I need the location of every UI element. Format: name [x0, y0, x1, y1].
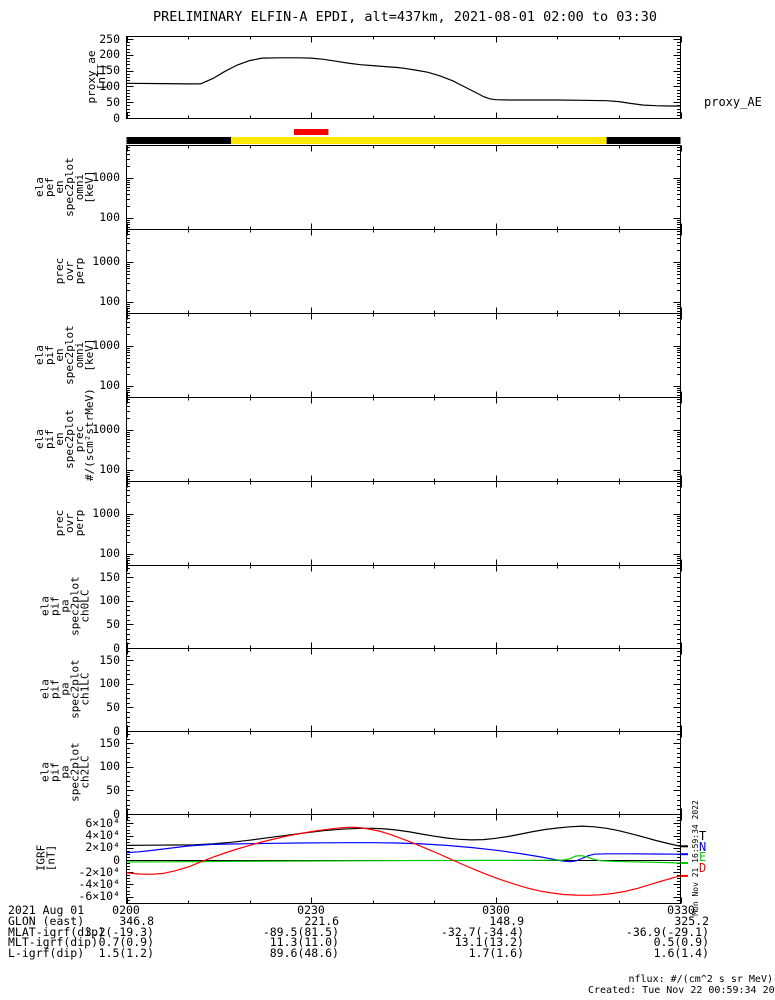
y-tick-label: 250	[99, 31, 120, 46]
mlat-value: -32.7(-34.4)	[440, 925, 524, 939]
glon-row: GLON (east) 346.8 221.6 148.9 325.2	[0, 914, 775, 928]
mlt-value: 0.7(0.9)	[98, 935, 154, 949]
igrf-component-legend: T N E D	[699, 829, 719, 875]
y-tick-label: 150	[99, 652, 120, 667]
y-tick-label: -6×10⁴	[78, 889, 120, 904]
legend-letter-E: E	[699, 850, 707, 864]
y-tick-label: 0	[113, 852, 120, 867]
y-tick-label: 150	[99, 569, 120, 584]
nflux-units-note: nflux: #/(cm^2 s sr MeV)	[628, 974, 774, 985]
y-tick-label: 100	[99, 462, 120, 477]
lshell-value: 1.5(1.2)	[98, 946, 154, 960]
y-tick-label: 100	[99, 378, 120, 393]
y-tick-label: 100	[99, 759, 120, 774]
mlt-value: 13.1(13.2)	[454, 935, 524, 949]
mlt-row: MLT-igrf(dip) 0.7(0.9) 11.3(11.0) 13.1(1…	[0, 935, 775, 949]
y-tick-label: 6×10⁴	[85, 815, 120, 830]
y-tick-label: 50	[106, 94, 120, 109]
y-tick-label: 1000	[92, 506, 120, 521]
time-axis-row: 2021 Aug 01 0200 0230 0300 0330	[0, 903, 775, 917]
legend-letter-D: D	[699, 860, 707, 875]
mlt-value: 0.5(0.9)	[653, 935, 709, 949]
y-tick-label: 0	[113, 640, 120, 655]
mlt-row-label: MLT-igrf(dip)	[8, 935, 99, 949]
y-tick-label: 150	[99, 63, 120, 78]
y-tick-label: 100	[99, 593, 120, 608]
lshell-row: L-igrf(dip) 1.5(1.2) 89.6(48.6) 1.7(1.6)…	[0, 946, 775, 960]
date-label: 2021 Aug 01	[8, 903, 85, 917]
y-tick-label: 50	[106, 616, 120, 631]
y-tick-label: 150	[99, 735, 120, 750]
y-tick-label: 100	[99, 210, 120, 225]
y-tick-label: 0	[113, 723, 120, 738]
page-title: PRELIMINARY ELFIN-A EPDI, alt=437km, 202…	[153, 9, 657, 25]
glon-value: 325.2	[674, 914, 709, 928]
y-tick-label: -2×10⁴	[78, 864, 120, 879]
y-tick-label: 100	[99, 78, 120, 93]
proxy-ae-series-label: proxy_AE	[704, 95, 762, 109]
lshell-row-label: L-igrf(dip)	[8, 946, 85, 960]
y-tick-label: 0	[113, 806, 120, 821]
x-tick-label: 0230	[297, 903, 325, 917]
y-tick-label: 100	[99, 676, 120, 691]
y-tick-label: 100	[99, 546, 120, 561]
legend-letter-T: T	[699, 829, 707, 843]
y-tick-label: 100	[99, 294, 120, 309]
x-tick-label: 0200	[112, 903, 140, 917]
mlat-row-label: MLAT-igrf(dip)	[8, 925, 105, 939]
glon-value: 346.8	[119, 914, 154, 928]
glon-value: 148.9	[489, 914, 524, 928]
glon-value: 221.6	[304, 914, 339, 928]
lshell-value: 1.6(1.4)	[653, 946, 709, 960]
legend-letter-N: N	[699, 839, 707, 854]
y-tick-label: 0	[113, 110, 120, 125]
mlt-value: 11.3(11.0)	[269, 935, 339, 949]
vertical-timestamp: Mon Nov 21 16:59:34 2022	[691, 800, 700, 916]
lshell-value: 89.6(48.6)	[269, 946, 339, 960]
glon-row-label: GLON (east)	[8, 914, 85, 928]
y-tick-label: 2×10⁴	[85, 840, 120, 855]
mlat-row: MLAT-igrf(dip) 3.2(-19.3) -89.5(81.5) -3…	[0, 925, 775, 939]
y-tick-label: 4×10⁴	[85, 828, 120, 843]
x-tick-label: 0330	[667, 903, 695, 917]
y-tick-label: -4×10⁴	[78, 876, 120, 891]
y-tick-label: 50	[106, 782, 120, 797]
y-tick-label: 200	[99, 47, 120, 62]
y-tick-label: 1000	[92, 338, 120, 353]
lshell-value: 1.7(1.6)	[468, 946, 524, 960]
y-tick-label: 1000	[92, 170, 120, 185]
x-tick-label: 0300	[482, 903, 510, 917]
mlat-value: 3.2(-19.3)	[84, 925, 154, 939]
y-tick-label: 1000	[92, 422, 120, 437]
y-tick-label: 50	[106, 699, 120, 714]
mlat-value: -36.9(-29.1)	[625, 925, 709, 939]
y-tick-label: 1000	[92, 254, 120, 269]
mlat-value: -89.5(81.5)	[262, 925, 339, 939]
created-timestamp: Created: Tue Nov 22 00:59:34 2022	[588, 985, 775, 996]
